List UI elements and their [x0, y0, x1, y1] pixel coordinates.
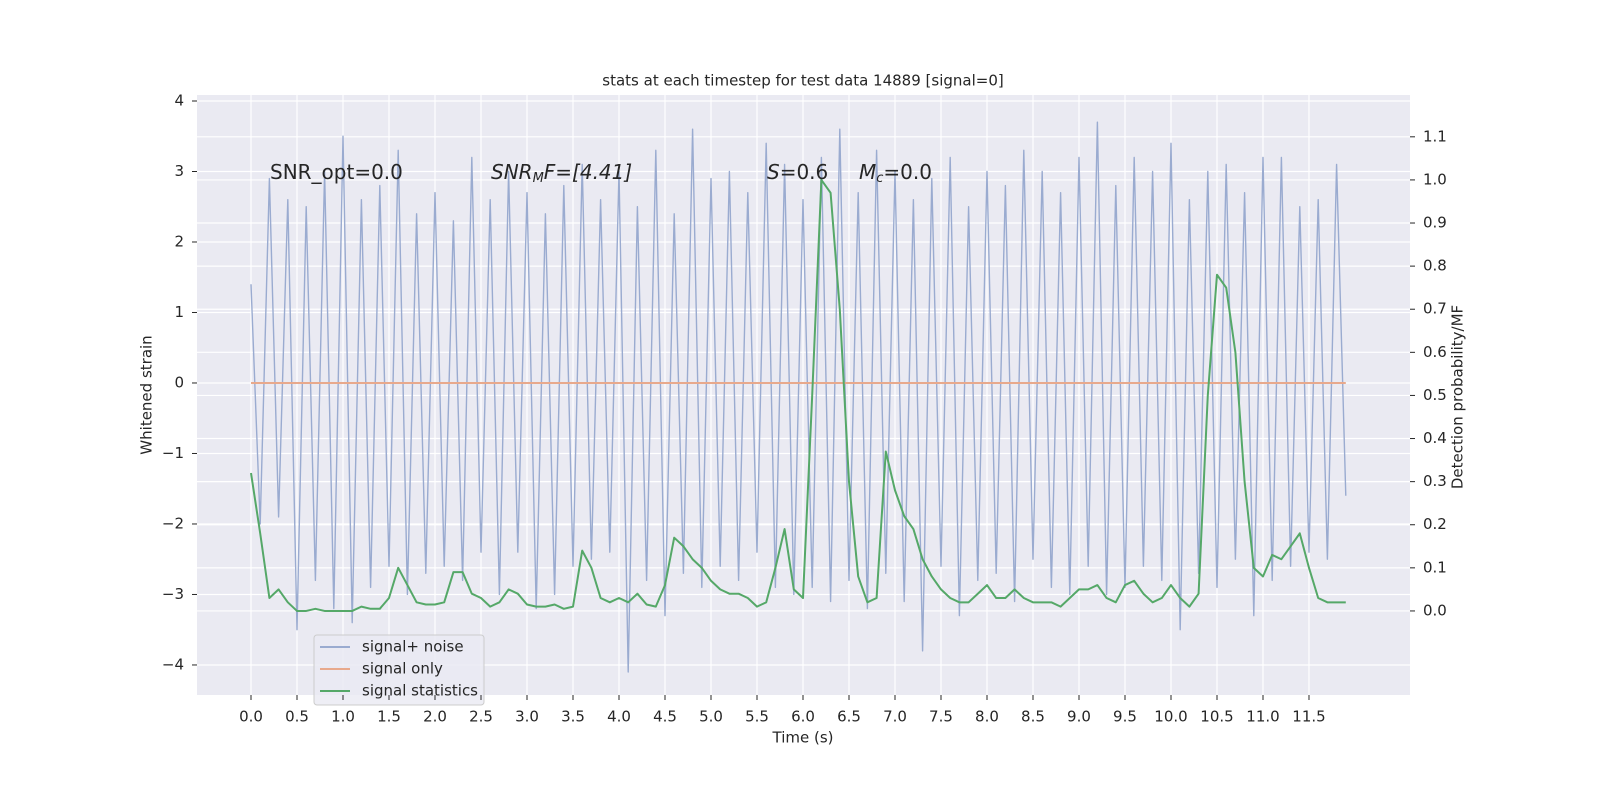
series-line [250, 178, 1346, 612]
legend: signal+ noise signal only signal statistic… [313, 634, 485, 706]
y-tick-label: 3 [174, 162, 184, 180]
y-tick-label: −3 [162, 585, 184, 603]
x-tick-label: 3.0 [515, 708, 539, 726]
x-tick-label: 2.5 [469, 708, 493, 726]
y2-tick-label: 0.8 [1423, 257, 1447, 275]
x-tick-label: 5.0 [699, 708, 723, 726]
annotation: SNRMF=[4.41] [491, 160, 632, 186]
x-tick-label: 4.0 [607, 708, 631, 726]
annotation-text: M [859, 160, 876, 184]
annotation: S=0.6 [767, 160, 828, 184]
y2-tick-label: 0.2 [1423, 515, 1447, 533]
marks [250, 121, 1347, 673]
y-tick-label: 2 [174, 232, 184, 250]
x-tick-label: 1.5 [377, 708, 401, 726]
annotation-text: F=[4.41] [544, 160, 632, 184]
x-tick-label: 11.0 [1246, 708, 1279, 726]
x-tick-label: 11.5 [1292, 708, 1325, 726]
annotation-text: S [767, 160, 780, 184]
x-tick-label: 0.0 [239, 708, 263, 726]
y-tick-label: −2 [162, 514, 184, 532]
y-tick-label: −1 [162, 444, 184, 462]
y-tick-label: −4 [162, 655, 184, 673]
y2-tick-label: 0.6 [1423, 343, 1447, 361]
x-tick-label: 6.5 [837, 708, 861, 726]
y2-tick-label: 1.1 [1423, 127, 1447, 145]
annotation-text: =0.0 [883, 160, 932, 184]
y2-tick-label: 0.1 [1423, 558, 1447, 576]
y-tick-label: 0 [174, 373, 184, 391]
legend-label: signal statistics [362, 682, 478, 700]
x-axis-label: Time (s) [772, 729, 834, 747]
annotation-text: SNR [491, 160, 533, 184]
series-line [250, 121, 1347, 673]
annotation-subscript: M [533, 171, 544, 186]
y-axis-label: Whitened strain [138, 335, 156, 454]
legend-label: signal only [362, 660, 443, 678]
x-tick-label: 3.5 [561, 708, 585, 726]
annotation-text: SNR_opt=0.0 [270, 160, 403, 184]
annotation: SNR_opt=0.0 [270, 160, 403, 184]
x-tick-label: 9.0 [1067, 708, 1091, 726]
y2-tick-label: 0.5 [1423, 386, 1447, 404]
y2-tick-label: 0.3 [1423, 472, 1447, 490]
y-tick-label: 1 [174, 303, 184, 321]
x-tick-label: 8.0 [975, 708, 999, 726]
y2-tick-label: 1.0 [1423, 170, 1447, 188]
x-tick-label: 0.5 [285, 708, 309, 726]
y2-tick-label: 0.9 [1423, 214, 1447, 232]
x-tick-label: 7.0 [883, 708, 907, 726]
x-tick-label: 10.5 [1200, 708, 1233, 726]
x-tick-label: 9.5 [1113, 708, 1137, 726]
annotation-text: =0.6 [780, 160, 829, 184]
legend-box [313, 634, 485, 706]
annotation: Mc=0.0 [859, 160, 932, 186]
annotation-subscript: c [876, 171, 883, 186]
x-tick-label: 8.5 [1021, 708, 1045, 726]
y2-axis-label: Detection probability/MF [1449, 305, 1467, 489]
chart-title: stats at each timestep for test data 148… [602, 72, 1003, 90]
x-tick-label: 6.0 [791, 708, 815, 726]
x-tick-label: 10.0 [1154, 708, 1187, 726]
y2-tick-label: 0.0 [1423, 601, 1447, 619]
x-tick-label: 7.5 [929, 708, 953, 726]
y2-tick-label: 0.4 [1423, 429, 1447, 447]
y-tick-label: 4 [174, 91, 184, 109]
x-tick-label: 2.0 [423, 708, 447, 726]
x-tick-label: 1.0 [331, 708, 355, 726]
x-tick-label: 5.5 [745, 708, 769, 726]
y2-tick-label: 0.7 [1423, 300, 1447, 318]
x-tick-label: 4.5 [653, 708, 677, 726]
legend-label: signal+ noise [362, 638, 464, 656]
